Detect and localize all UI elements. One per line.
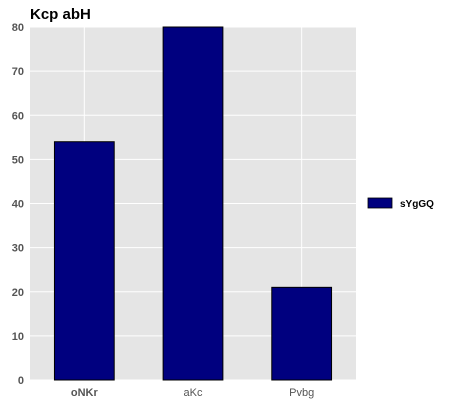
- y-tick-label: 20: [12, 287, 24, 299]
- y-axis-ticks: 0 10 20 30 40 50 60 70 80: [12, 22, 24, 387]
- x-tick-label: aKc: [184, 387, 203, 399]
- bar-oNKr: [54, 142, 114, 380]
- y-tick-label: 30: [12, 243, 24, 255]
- y-tick-label: 80: [12, 22, 24, 34]
- y-tick-label: 10: [12, 331, 24, 343]
- x-tick-label: Pvbg: [289, 387, 314, 399]
- legend-label: sYgGQ: [400, 199, 434, 210]
- y-tick-label: 50: [12, 154, 24, 166]
- bar-aKc: [163, 27, 223, 380]
- legend-swatch: [368, 198, 392, 208]
- y-tick-label: 60: [12, 110, 24, 122]
- bar-Pvbg: [272, 287, 332, 380]
- y-tick-label: 70: [12, 66, 24, 78]
- legend: sYgGQ: [368, 198, 434, 210]
- y-tick-label: 0: [18, 375, 24, 387]
- y-tick-label: 40: [12, 199, 24, 211]
- chart-title: Kcp abH: [30, 6, 91, 23]
- x-axis-ticks: oNKr aKc Pvbg: [71, 387, 314, 399]
- x-tick-label: oNKr: [71, 387, 99, 399]
